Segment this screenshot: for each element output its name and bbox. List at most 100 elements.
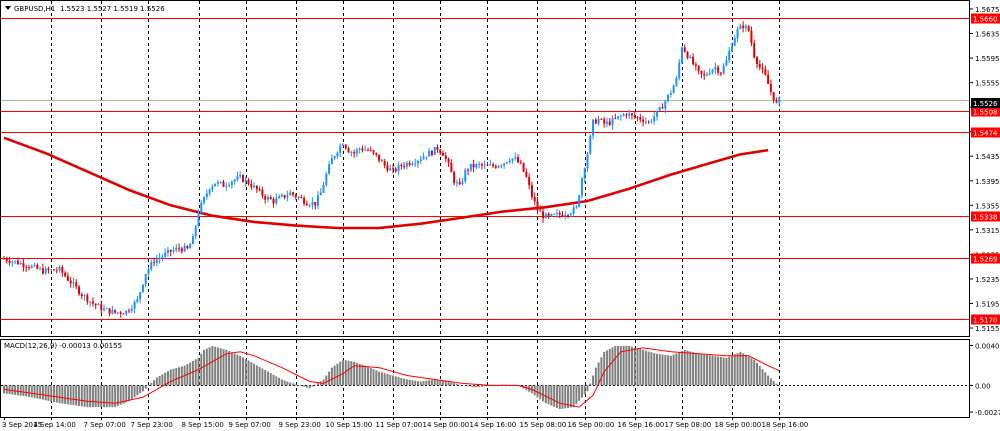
time-label: 7 Sep 07:00 (84, 421, 126, 429)
macd-bar (397, 377, 400, 386)
macd-bar (767, 375, 770, 386)
candle-body (197, 213, 200, 226)
candle-body (333, 156, 336, 159)
candle-body (767, 74, 770, 85)
candle-body (308, 205, 311, 206)
candle-body (350, 152, 353, 153)
level-price-tags: 1.5660 1.5508 1.5474 1.5338 1.5269 1.5170 (971, 13, 1000, 325)
macd-bar (53, 385, 56, 402)
candle-body (428, 150, 431, 157)
macd-bar (675, 353, 678, 386)
macd-bar (628, 345, 631, 386)
macd-bar (111, 385, 114, 408)
macd-bar (305, 385, 308, 388)
candle-body (247, 179, 250, 184)
macd-bar (291, 383, 294, 386)
candle-body (550, 214, 553, 216)
macd-bar (247, 360, 250, 386)
candle-body (372, 150, 375, 153)
candle-body (225, 185, 228, 187)
candle-body (69, 280, 72, 284)
macd-bar (214, 346, 217, 386)
candle-body (122, 313, 125, 315)
candle-body (530, 185, 533, 198)
macd-bar (630, 346, 633, 386)
macd-bar (339, 361, 342, 386)
candle-body (30, 265, 33, 268)
candle-body (214, 183, 217, 187)
candle-body (50, 269, 53, 271)
macd-bar (455, 383, 458, 386)
candle-body (661, 107, 664, 109)
price-tick-label: 1.5155 (975, 325, 1000, 333)
price-tick-label: 1.5675 (975, 6, 1000, 14)
macd-tick-label: -0.0027 (975, 409, 1000, 417)
macd-bar (147, 385, 150, 386)
candle-body (236, 176, 239, 180)
candle-body (764, 69, 767, 75)
macd-bar (69, 385, 72, 405)
level-tag-label: 1.5170 (973, 317, 998, 325)
macd-bar (41, 385, 44, 400)
macd-bar (358, 363, 361, 386)
ohlc-label: 1.5523 1.5527 1.5519 1.5526 (60, 5, 165, 13)
candle-body (528, 176, 531, 186)
macd-bar (769, 378, 772, 386)
candle-body (358, 148, 361, 150)
candle-body (675, 77, 678, 86)
current-price-label: 1.5526 (973, 100, 998, 108)
macd-bar (322, 379, 325, 386)
candle-body (644, 121, 647, 123)
macd-bar (280, 379, 283, 386)
level-tag-label: 1.5508 (973, 109, 998, 117)
candle-body (241, 174, 244, 182)
candle-body (458, 182, 461, 185)
macd-bar (697, 353, 700, 386)
candle-body (575, 206, 578, 208)
candle-body (719, 72, 722, 74)
candle-body (28, 267, 31, 268)
candle-body (100, 304, 103, 311)
price-tick-label: 1.5315 (975, 227, 1000, 235)
macd-bar (161, 374, 164, 386)
macd-bar (750, 358, 753, 386)
macd-tick-label: 0.00405 (975, 342, 1000, 350)
candle-body (264, 195, 267, 200)
candle-body (483, 164, 486, 166)
time-label: 4 Sep 14:00 (34, 421, 76, 429)
candle-body (11, 261, 14, 263)
macd-bar (408, 379, 411, 386)
candle-body (361, 148, 364, 151)
macd-bar (197, 357, 200, 386)
candle-body (755, 57, 758, 65)
candle-body (366, 149, 369, 151)
candle-body (705, 74, 708, 76)
macd-bar (122, 385, 125, 404)
candle-body (116, 312, 119, 314)
macd-bar (61, 385, 64, 404)
macd-bar (475, 385, 478, 388)
candle-body (642, 119, 645, 122)
macd-bar (414, 380, 417, 386)
candle-body (533, 197, 536, 202)
macd-bar (266, 371, 269, 386)
time-label: 3 Sep 2015 (2, 421, 42, 429)
candle-body (386, 165, 389, 171)
candle-body (41, 268, 44, 274)
candle-body (344, 144, 347, 149)
macd-bar (739, 351, 742, 386)
macd-bar (658, 354, 661, 386)
candle-body (486, 164, 489, 166)
macd-bar (114, 385, 117, 408)
price-tick-label: 1.5555 (975, 80, 1000, 88)
level-tag-label: 1.5338 (973, 214, 998, 222)
candle-body (558, 213, 561, 215)
macd-bar (539, 385, 542, 400)
candle-body (683, 47, 686, 52)
candle-body (722, 65, 725, 74)
macd-bar (269, 373, 272, 386)
main-pane-border (0, 0, 970, 337)
candle-body (555, 213, 558, 214)
macd-bar (392, 375, 394, 386)
candle-body (778, 97, 781, 103)
